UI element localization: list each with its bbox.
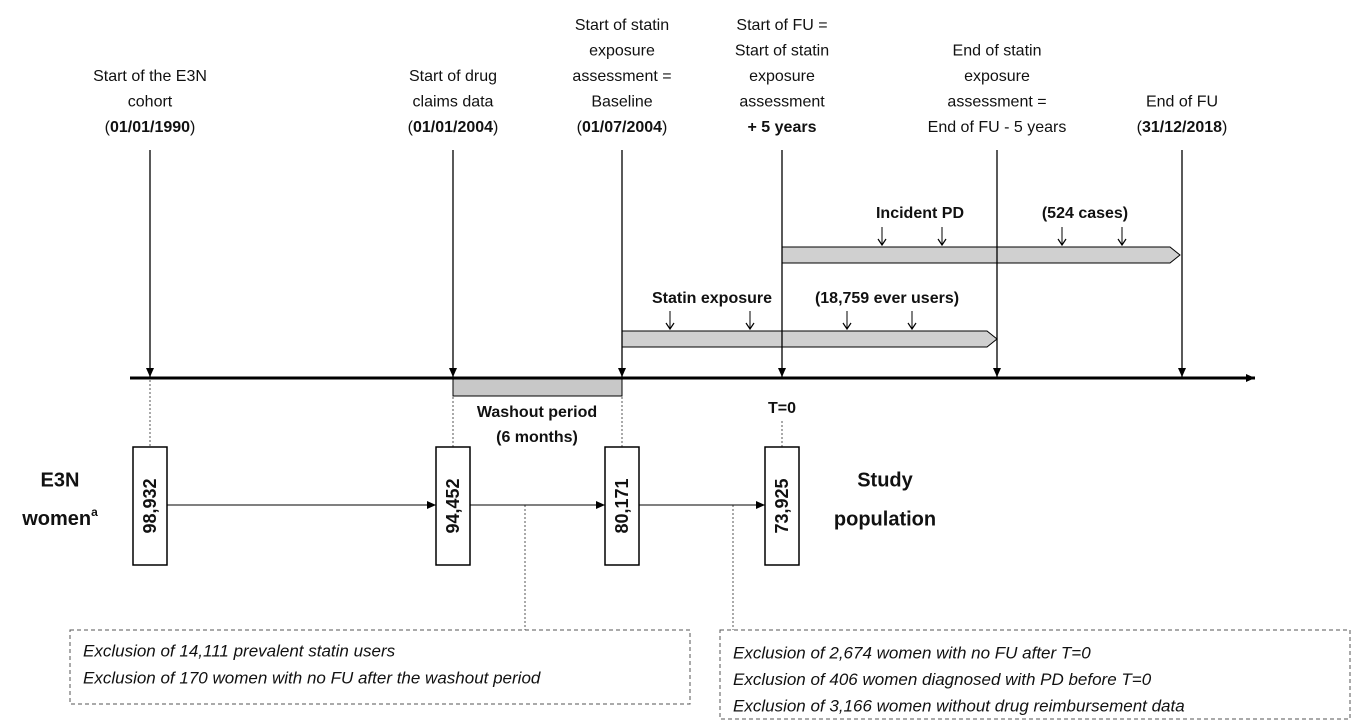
milestone-label: exposure (964, 68, 1030, 85)
count-box (132, 446, 168, 566)
exclusion-box (719, 629, 1351, 720)
date-part: ) (1222, 119, 1227, 136)
exclusion-text: Exclusion of 3,166 women without drug re… (733, 696, 1185, 715)
population-label: womena (21, 505, 98, 530)
population-label: E3N (41, 469, 80, 491)
date-part: 01/01/2004 (413, 119, 493, 136)
incident-bar (781, 246, 1181, 264)
population-label: Study (857, 469, 913, 491)
milestone-label: exposure (589, 43, 655, 60)
milestone-label: claims data (413, 94, 494, 111)
exclusion-box (69, 629, 691, 705)
content: Start of the E3N cohort (01/01/1990) Start … (21, 17, 1227, 715)
milestone-label: Start of statin (735, 43, 829, 60)
count-value: 80,171 (612, 478, 632, 533)
washout-label: (6 months) (496, 429, 578, 446)
date-part: 01/07/2004 (582, 119, 662, 136)
count-value: 73,925 (772, 478, 792, 533)
date-part: ( (577, 119, 583, 136)
milestone-label: End of FU - 5 years (928, 119, 1067, 136)
milestone-date: + 5 years (748, 119, 817, 136)
date-part: + 5 years (748, 119, 817, 136)
milestone-label: End of statin (953, 43, 1042, 60)
milestone-label: Baseline (591, 94, 652, 111)
count-value: 94,452 (443, 478, 463, 533)
washout-bar (452, 378, 623, 397)
exclusion-text: Exclusion of 14,111 prevalent statin use… (83, 641, 396, 660)
milestone-date: (01/01/2004) (408, 119, 499, 136)
exclusion-text: Exclusion of 406 women diagnosed with PD… (733, 670, 1152, 689)
bar-label: Incident PD (876, 205, 964, 222)
date-part: 01/01/1990 (110, 119, 190, 136)
count-value: 98,932 (140, 478, 160, 533)
washout-label: Washout period (477, 404, 597, 421)
statin-bar (621, 330, 998, 348)
count-box (435, 446, 471, 566)
population-label: population (834, 508, 936, 530)
milestone-date: (01/07/2004) (577, 119, 668, 136)
milestone-label: End of FU (1146, 94, 1218, 111)
milestone-label: cohort (128, 94, 173, 111)
date-part: ( (105, 119, 111, 136)
milestone-label: assessment = (947, 94, 1046, 111)
t0-label: T=0 (768, 400, 796, 417)
milestone-label: assessment (739, 94, 825, 111)
milestone-label: Start of FU = (736, 17, 827, 34)
milestone-label: Start of the E3N (93, 68, 207, 85)
date-part: ) (190, 119, 195, 136)
date-part: ( (1137, 119, 1143, 136)
milestone-label: Start of drug (409, 68, 497, 85)
milestone-label: exposure (749, 68, 815, 85)
date-part: ) (493, 119, 498, 136)
label-part: women (21, 508, 91, 530)
date-part: ) (662, 119, 667, 136)
milestone-date: (01/01/1990) (105, 119, 196, 136)
bar-count: (18,759 ever users) (815, 290, 959, 307)
bar-count: (524 cases) (1042, 205, 1128, 222)
count-box (764, 446, 800, 566)
date-part: ( (408, 119, 414, 136)
milestone-date: (31/12/2018) (1137, 119, 1228, 136)
bar-label: Statin exposure (652, 290, 772, 307)
milestone-label: Start of statin (575, 17, 669, 34)
superscript: a (91, 505, 98, 519)
count-box (604, 446, 640, 566)
date-part: 31/12/2018 (1142, 119, 1222, 136)
exclusion-text: Exclusion of 2,674 women with no FU afte… (733, 643, 1091, 662)
exclusion-text: Exclusion of 170 women with no FU after … (83, 668, 541, 687)
connector (524, 505, 734, 630)
milestone-label: assessment = (572, 68, 671, 85)
